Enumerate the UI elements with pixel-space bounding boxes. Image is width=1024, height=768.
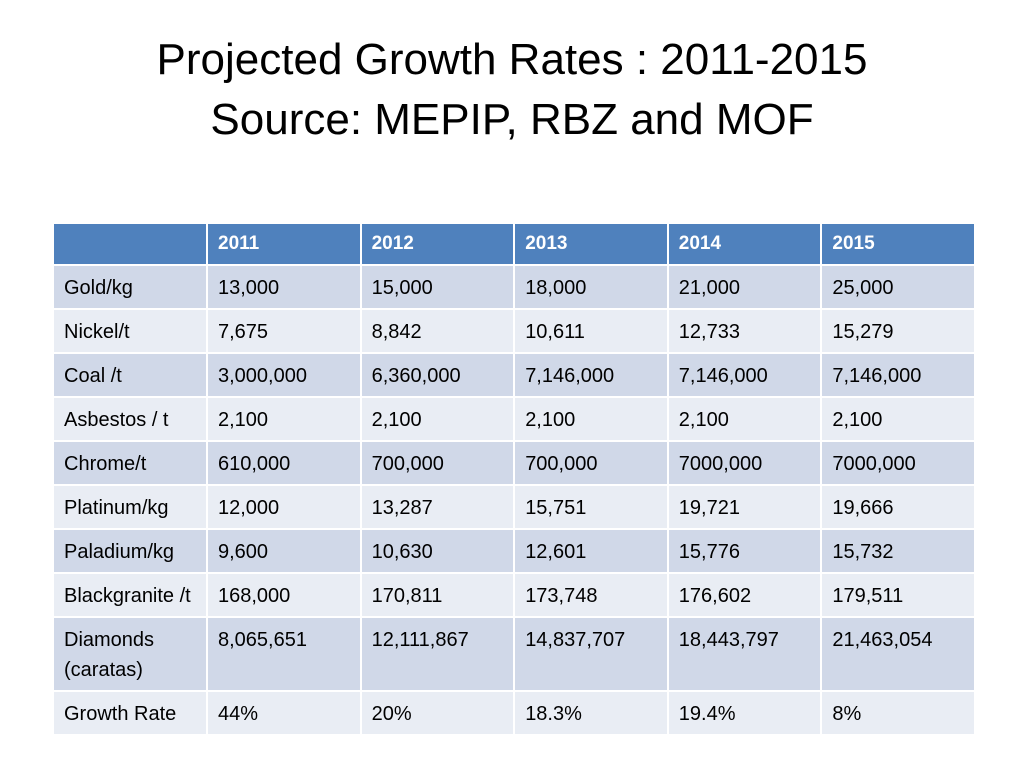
table-cell: 21,000 <box>666 264 823 310</box>
table-row: Asbestos / t 2,100 2,100 2,100 2,100 2,1… <box>52 396 976 442</box>
table-cell: 3,000,000 <box>206 352 362 398</box>
slide-title: Projected Growth Rates : 2011-2015 Sourc… <box>0 30 1024 150</box>
row-label: Paladium/kg <box>52 528 208 574</box>
table-cell: 7,146,000 <box>513 352 669 398</box>
table-cell: 12,601 <box>513 528 669 574</box>
table-cell: 12,733 <box>666 308 823 354</box>
header-cell-2014: 2014 <box>666 222 823 266</box>
table-cell: 700,000 <box>513 440 669 486</box>
table-cell: 8,065,651 <box>206 616 362 692</box>
header-cell-2011: 2011 <box>206 222 362 266</box>
table-cell: 7000,000 <box>666 440 823 486</box>
table-row: Gold/kg 13,000 15,000 18,000 21,000 25,0… <box>52 264 976 310</box>
table-cell: 176,602 <box>666 572 823 618</box>
table-cell: 2,100 <box>820 396 976 442</box>
row-label: Gold/kg <box>52 264 208 310</box>
table-cell: 15,732 <box>820 528 976 574</box>
table-cell: 10,611 <box>513 308 669 354</box>
header-cell-corner <box>52 222 208 266</box>
table-cell: 12,111,867 <box>359 616 516 692</box>
row-label: Blackgranite /t <box>52 572 208 618</box>
table-cell: 19,666 <box>820 484 976 530</box>
table-cell: 173,748 <box>513 572 669 618</box>
row-label: Diamonds (caratas) <box>52 616 208 692</box>
table-cell: 18,000 <box>513 264 669 310</box>
table-row: Coal /t 3,000,000 6,360,000 7,146,000 7,… <box>52 352 976 398</box>
table-cell: 2,100 <box>359 396 516 442</box>
row-label: Platinum/kg <box>52 484 208 530</box>
row-label: Growth Rate <box>52 690 208 736</box>
table-cell: 168,000 <box>206 572 362 618</box>
table-cell: 6,360,000 <box>359 352 516 398</box>
table-cell: 7,675 <box>206 308 362 354</box>
table-cell: 15,776 <box>666 528 823 574</box>
table-cell: 8% <box>820 690 976 736</box>
table-cell: 14,837,707 <box>513 616 669 692</box>
table-cell: 9,600 <box>206 528 362 574</box>
table-cell: 170,811 <box>359 572 516 618</box>
header-cell-2012: 2012 <box>359 222 516 266</box>
row-label: Nickel/t <box>52 308 208 354</box>
table-cell: 44% <box>206 690 362 736</box>
table-cell: 13,000 <box>206 264 362 310</box>
table-cell: 25,000 <box>820 264 976 310</box>
table-cell: 2,100 <box>206 396 362 442</box>
table-cell: 20% <box>359 690 516 736</box>
table-row: Growth Rate 44% 20% 18.3% 19.4% 8% <box>52 690 976 736</box>
table-row: Platinum/kg 12,000 13,287 15,751 19,721 … <box>52 484 976 530</box>
table-cell: 2,100 <box>666 396 823 442</box>
table-cell: 7000,000 <box>820 440 976 486</box>
title-line-2: Source: MEPIP, RBZ and MOF <box>210 95 814 144</box>
table-cell: 10,630 <box>359 528 516 574</box>
table-row: Diamonds (caratas) 8,065,651 12,111,867 … <box>52 616 976 692</box>
table-cell: 15,751 <box>513 484 669 530</box>
table-cell: 610,000 <box>206 440 362 486</box>
row-label: Asbestos / t <box>52 396 208 442</box>
table-row: Blackgranite /t 168,000 170,811 173,748 … <box>52 572 976 618</box>
table-cell: 21,463,054 <box>820 616 976 692</box>
table-cell: 700,000 <box>359 440 516 486</box>
table-cell: 19.4% <box>666 690 823 736</box>
table-header-row: 2011 2012 2013 2014 2015 <box>52 222 976 266</box>
table-cell: 18,443,797 <box>666 616 823 692</box>
table-cell: 19,721 <box>666 484 823 530</box>
table-cell: 7,146,000 <box>666 352 823 398</box>
table-cell: 12,000 <box>206 484 362 530</box>
table-row: Chrome/t 610,000 700,000 700,000 7000,00… <box>52 440 976 486</box>
row-label: Coal /t <box>52 352 208 398</box>
title-line-1: Projected Growth Rates : 2011-2015 <box>156 35 868 84</box>
table-cell: 15,000 <box>359 264 516 310</box>
header-cell-2013: 2013 <box>513 222 669 266</box>
table-row: Nickel/t 7,675 8,842 10,611 12,733 15,27… <box>52 308 976 354</box>
table-cell: 8,842 <box>359 308 516 354</box>
table-cell: 7,146,000 <box>820 352 976 398</box>
table-cell: 2,100 <box>513 396 669 442</box>
table-cell: 179,511 <box>820 572 976 618</box>
growth-rates-table: 2011 2012 2013 2014 2015 Gold/kg 13,000 … <box>52 222 976 736</box>
table-row: Paladium/kg 9,600 10,630 12,601 15,776 1… <box>52 528 976 574</box>
header-cell-2015: 2015 <box>820 222 976 266</box>
row-label: Chrome/t <box>52 440 208 486</box>
table-cell: 15,279 <box>820 308 976 354</box>
table-cell: 18.3% <box>513 690 669 736</box>
table-cell: 13,287 <box>359 484 516 530</box>
